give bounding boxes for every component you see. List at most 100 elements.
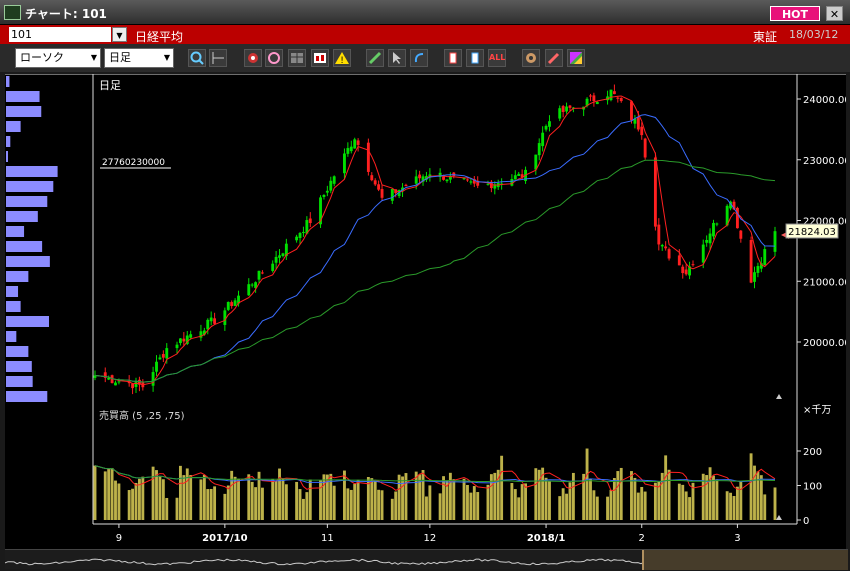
volume-bar xyxy=(739,480,743,520)
scroll-up-icon[interactable] xyxy=(776,515,782,520)
volume-bar xyxy=(308,479,312,520)
candle-body xyxy=(366,142,370,172)
price-tick-label: 22000.00 xyxy=(803,217,846,228)
candle-body xyxy=(373,180,377,185)
volume-bar xyxy=(708,467,712,520)
chevron-down-icon: ▼ xyxy=(163,53,170,62)
candle-body xyxy=(322,194,326,197)
volume-profile-bar xyxy=(6,331,17,342)
volume-bar xyxy=(729,492,733,520)
volume-bar xyxy=(517,497,521,520)
volume-profile xyxy=(6,76,58,402)
wrench-icon[interactable] xyxy=(545,49,563,67)
range-icon[interactable] xyxy=(209,49,227,67)
candle-body xyxy=(370,175,374,181)
volume-bar xyxy=(226,485,230,520)
candle-body xyxy=(230,302,234,307)
candle-remove-icon[interactable] xyxy=(466,49,484,67)
volume-bar xyxy=(117,483,121,520)
candle-body xyxy=(462,178,466,180)
volume-profile-bar xyxy=(6,151,8,162)
candle-body xyxy=(401,187,404,191)
candle-body xyxy=(137,379,141,385)
candle-body xyxy=(175,344,179,349)
volume-profile-bar xyxy=(6,91,40,102)
volume-bar xyxy=(353,483,357,520)
volume-tick-label: 200 xyxy=(803,447,822,458)
query-icon[interactable] xyxy=(244,49,262,67)
compare-icon[interactable] xyxy=(311,49,329,67)
candle-body xyxy=(202,330,206,335)
volume-bar xyxy=(684,491,688,520)
candle-body xyxy=(735,207,739,229)
candle-body xyxy=(561,106,565,112)
candle-body xyxy=(206,319,210,330)
volume-bar xyxy=(127,490,131,520)
volume-bar xyxy=(325,474,329,520)
navigator-strip[interactable] xyxy=(5,549,848,570)
candle-body xyxy=(305,220,309,234)
volume-bar xyxy=(486,484,490,520)
candle-body xyxy=(616,97,620,99)
candle-body xyxy=(466,179,469,181)
window-titlebar: チャート: 101 HOT ✕ xyxy=(0,0,850,25)
candle-body xyxy=(233,300,237,306)
candle-body xyxy=(773,231,777,252)
candle-body xyxy=(585,98,589,106)
pen-icon[interactable] xyxy=(366,49,384,67)
volume-bar xyxy=(404,473,408,520)
volume-bar xyxy=(295,481,299,520)
candle-body xyxy=(257,270,261,280)
volume-bar xyxy=(202,474,206,520)
volume-bar xyxy=(397,474,401,520)
undo-icon[interactable] xyxy=(410,49,428,67)
volume-bar xyxy=(438,493,442,520)
cursor-icon[interactable] xyxy=(388,49,406,67)
date-tick-label: 11 xyxy=(321,533,334,544)
candle-add-icon[interactable] xyxy=(444,49,462,67)
volume-bar xyxy=(185,468,189,520)
volume-bar xyxy=(589,479,592,520)
all-icon[interactable]: ALL xyxy=(488,49,506,67)
palette-icon[interactable] xyxy=(567,49,585,67)
volume-bar xyxy=(93,465,97,520)
close-button[interactable]: ✕ xyxy=(826,6,843,21)
hot-button[interactable]: HOT xyxy=(770,6,820,21)
candle-body xyxy=(701,244,705,263)
candle-body xyxy=(308,218,312,224)
candle-body xyxy=(513,175,517,180)
chart-type-select[interactable]: ローソク ▼ xyxy=(15,48,101,68)
date-tick-label: 3 xyxy=(734,533,740,544)
volume-bar xyxy=(103,471,107,520)
candle-body xyxy=(390,188,394,201)
scroll-up-icon[interactable] xyxy=(776,394,782,399)
candle-body xyxy=(278,255,281,258)
candle-body xyxy=(353,139,357,149)
moving-averages xyxy=(94,95,776,386)
chevron-down-icon[interactable]: ▼ xyxy=(112,27,127,42)
candle-body xyxy=(705,239,709,243)
candle-body xyxy=(254,282,258,288)
volume-bar xyxy=(247,474,251,520)
settings-icon[interactable] xyxy=(522,49,540,67)
candle-body xyxy=(319,197,322,225)
symbol-code-input[interactable]: 101 xyxy=(9,27,111,42)
volume-bar xyxy=(753,465,756,520)
period-select[interactable]: 日足 ▼ xyxy=(104,48,174,68)
alert-icon[interactable]: ! xyxy=(333,49,351,67)
chart-svg: 日足 27760230000 売買高 (5 ,25 ,75) ×千万 24000… xyxy=(5,73,850,544)
volume-bar xyxy=(571,472,575,520)
volume-bar xyxy=(131,488,135,520)
candle-body xyxy=(493,184,497,189)
magnifier-icon[interactable] xyxy=(188,49,206,67)
candle-body xyxy=(643,138,647,158)
candle-body xyxy=(753,272,756,282)
period-value: 日足 xyxy=(109,51,131,64)
candle-body xyxy=(630,101,633,121)
navigator-thumb[interactable] xyxy=(642,550,848,570)
search-magnify-icon[interactable] xyxy=(265,49,283,67)
table-icon[interactable] xyxy=(288,49,306,67)
price-y-axis: 24000.00 23000.00 22000.00 21000.00 20000.00 xyxy=(797,95,850,349)
volume-bar xyxy=(165,497,169,520)
volume-bar xyxy=(524,483,527,520)
